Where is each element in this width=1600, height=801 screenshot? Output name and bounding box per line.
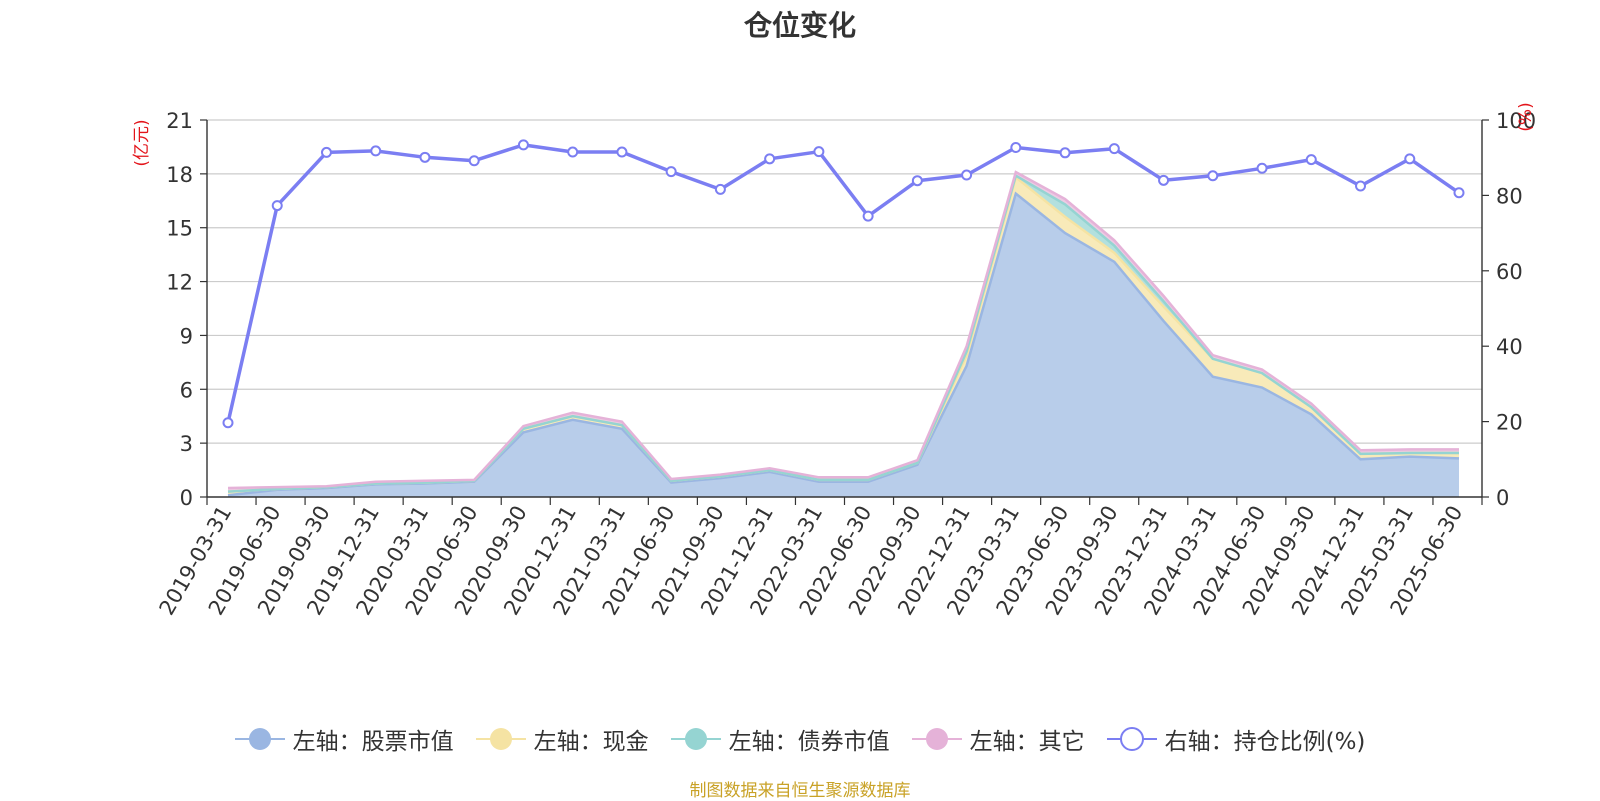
legend-label: 右轴：持仓比例(%) bbox=[1164, 729, 1366, 755]
line-point bbox=[1059, 147, 1071, 159]
legend-swatch bbox=[1106, 727, 1157, 751]
chart-title: 仓位变化 bbox=[743, 9, 856, 42]
line-point bbox=[1404, 153, 1416, 165]
line-point bbox=[468, 155, 480, 167]
line-point bbox=[271, 200, 283, 212]
right-axis-tick-label: 20 bbox=[1496, 411, 1523, 435]
line-point bbox=[961, 169, 973, 181]
stacked-areas bbox=[227, 170, 1460, 497]
legend-label: 左轴：股票市值 bbox=[292, 729, 454, 755]
line-point bbox=[1305, 154, 1317, 166]
left-axis-tick-label: 0 bbox=[180, 486, 193, 510]
legend-item[interactable]: 左轴：现金 bbox=[475, 722, 649, 756]
right-axis-tick-label: 60 bbox=[1496, 260, 1523, 284]
legend-swatch-marker bbox=[489, 728, 512, 750]
line-point bbox=[1453, 187, 1465, 199]
line-point bbox=[320, 146, 332, 158]
legend-label: 左轴：现金 bbox=[533, 729, 649, 755]
chart-legend: 左轴：股票市值 左轴：现金 左轴：债券市值 左轴：其它 右轴：持仓比例(%) bbox=[0, 722, 1600, 756]
left-axis-tick-label: 9 bbox=[180, 324, 193, 348]
line-右轴：持仓比例(%) bbox=[226, 143, 1460, 424]
legend-item[interactable]: 左轴：其它 bbox=[911, 722, 1085, 756]
legend-swatch bbox=[911, 728, 962, 750]
line-point bbox=[1158, 174, 1170, 186]
legend-item[interactable]: 左轴：债券市值 bbox=[670, 722, 890, 756]
line-point bbox=[370, 145, 382, 157]
legend-swatch bbox=[475, 728, 526, 750]
line-point bbox=[813, 146, 825, 158]
position-ratio-line bbox=[222, 139, 1465, 429]
line-point bbox=[222, 417, 234, 429]
left-axis-tick-label: 6 bbox=[180, 378, 193, 402]
legend-swatch-marker bbox=[925, 728, 948, 750]
gridlines bbox=[207, 119, 1482, 444]
legend-swatch bbox=[234, 728, 285, 750]
left-axis-unit: (亿元) bbox=[132, 119, 152, 166]
line-point bbox=[517, 139, 529, 151]
legend-label: 左轴：其它 bbox=[969, 729, 1085, 755]
line-point bbox=[1108, 143, 1120, 155]
line-point bbox=[764, 153, 776, 165]
area-左轴：股票市值 bbox=[228, 193, 1459, 497]
area-edge-左轴：债券市值 bbox=[227, 173, 1459, 493]
line-point bbox=[567, 146, 579, 158]
line-point bbox=[911, 175, 923, 187]
line-point bbox=[616, 146, 628, 158]
legend-item[interactable]: 左轴：股票市值 bbox=[234, 722, 454, 756]
area-edge-左轴：其它 bbox=[227, 170, 1459, 490]
legend-swatch bbox=[670, 728, 721, 750]
legend-swatch-marker bbox=[1119, 727, 1144, 751]
right-axis-tick-label: 40 bbox=[1496, 335, 1523, 359]
line-point bbox=[1207, 170, 1219, 182]
line-point bbox=[665, 166, 677, 178]
left-axis-tick-label: 21 bbox=[166, 109, 193, 133]
right-axis-unit: (%) bbox=[1516, 102, 1536, 131]
left-axis-tick-label: 15 bbox=[166, 217, 193, 241]
left-axis-tick-label: 3 bbox=[180, 432, 193, 456]
line-point bbox=[714, 183, 726, 195]
legend-swatch-marker bbox=[684, 728, 707, 750]
legend-item[interactable]: 右轴：持仓比例(%) bbox=[1106, 722, 1366, 756]
left-axis-tick-label: 18 bbox=[166, 163, 193, 187]
line-point bbox=[1355, 180, 1367, 192]
line-point bbox=[1256, 162, 1268, 174]
right-axis-tick-label: 100 bbox=[1496, 109, 1536, 133]
right-axis-tick-label: 80 bbox=[1496, 184, 1523, 208]
line-point bbox=[862, 210, 874, 222]
legend-label: 左轴：债券市值 bbox=[728, 729, 890, 755]
legend-swatch-marker bbox=[248, 728, 271, 750]
source-note: 制图数据来自恒生聚源数据库 bbox=[689, 781, 911, 801]
line-point bbox=[419, 151, 431, 163]
right-axis-tick-label: 0 bbox=[1496, 486, 1509, 510]
line-point bbox=[1010, 142, 1022, 154]
left-axis-tick-label: 12 bbox=[166, 271, 193, 295]
